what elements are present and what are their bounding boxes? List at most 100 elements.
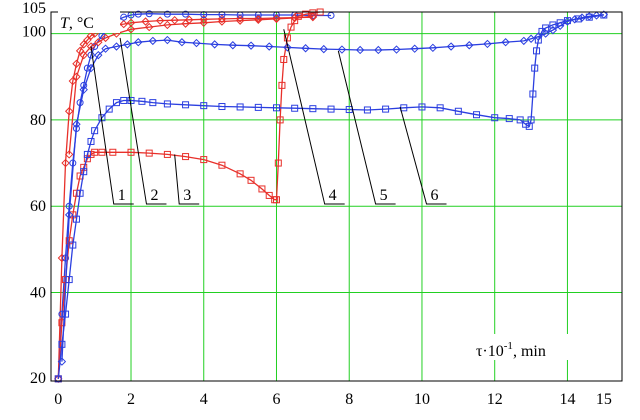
y-axis-label-var: T bbox=[60, 15, 70, 32]
data-point bbox=[501, 38, 510, 47]
y-tick-label: 100 bbox=[22, 24, 46, 41]
data-point bbox=[235, 16, 245, 25]
data-point bbox=[574, 15, 582, 23]
data-point bbox=[112, 42, 121, 51]
data-point bbox=[556, 19, 564, 27]
leader-line bbox=[119, 37, 167, 205]
data-point bbox=[529, 90, 537, 98]
x-tick-label: 4 bbox=[200, 391, 208, 408]
data-point bbox=[54, 375, 62, 383]
data-point bbox=[57, 253, 67, 263]
leader-line bbox=[337, 50, 396, 205]
leader-line bbox=[399, 106, 447, 205]
x-tick-label: 10 bbox=[414, 391, 430, 408]
data-point bbox=[148, 36, 158, 46]
data-point bbox=[519, 36, 529, 46]
data-point bbox=[79, 40, 88, 49]
data-point bbox=[283, 34, 291, 42]
data-point bbox=[418, 103, 426, 111]
data-point bbox=[516, 116, 524, 124]
data-point bbox=[276, 116, 284, 124]
data-point bbox=[200, 156, 208, 164]
data-point bbox=[283, 43, 292, 52]
x-axis-label-bg bbox=[472, 334, 604, 360]
data-point bbox=[247, 176, 255, 184]
data-point bbox=[505, 115, 513, 123]
data-point bbox=[272, 14, 281, 24]
data-point bbox=[319, 44, 328, 54]
data-point bbox=[199, 18, 208, 27]
data-point bbox=[87, 51, 95, 59]
leader-line bbox=[283, 29, 345, 205]
y-tick-label: 20 bbox=[30, 370, 46, 387]
data-point bbox=[149, 99, 157, 107]
curve-number-label: 4 bbox=[329, 187, 337, 204]
data-point bbox=[355, 45, 365, 55]
data-point bbox=[72, 215, 80, 223]
data-point bbox=[163, 35, 172, 45]
data-point bbox=[428, 43, 438, 53]
data-point bbox=[533, 47, 541, 55]
curve-number-label: 3 bbox=[183, 187, 191, 204]
data-point bbox=[141, 17, 150, 26]
data-point bbox=[278, 81, 286, 89]
series-line bbox=[57, 13, 331, 379]
series-5 bbox=[57, 10, 609, 366]
data-point bbox=[145, 10, 153, 18]
data-point bbox=[65, 237, 73, 245]
x-tick-label: 2 bbox=[127, 391, 135, 408]
data-point bbox=[64, 150, 74, 159]
data-point bbox=[465, 41, 474, 50]
data-point bbox=[526, 34, 536, 43]
x-tick-label: 8 bbox=[345, 391, 353, 408]
data-point bbox=[87, 137, 95, 145]
data-point bbox=[72, 120, 81, 129]
y-axis-label-unit: , °C bbox=[69, 15, 94, 32]
data-point bbox=[134, 38, 143, 47]
data-point bbox=[94, 38, 103, 47]
y-axis-label-bg bbox=[58, 11, 120, 33]
data-point bbox=[109, 148, 117, 156]
data-point bbox=[68, 76, 78, 86]
series-3 bbox=[54, 8, 324, 383]
data-point bbox=[374, 45, 383, 55]
x-tick-label: 0 bbox=[54, 391, 62, 408]
data-point bbox=[65, 276, 73, 284]
curve-number-label: 5 bbox=[380, 187, 388, 204]
y-tick-label: 40 bbox=[30, 285, 46, 302]
data-point bbox=[555, 21, 565, 31]
data-point bbox=[236, 170, 244, 178]
data-point bbox=[69, 241, 77, 249]
data-point bbox=[145, 149, 153, 157]
data-point bbox=[246, 41, 256, 50]
data-point bbox=[94, 50, 103, 60]
data-point bbox=[541, 29, 550, 38]
data-point bbox=[228, 41, 238, 50]
data-point bbox=[254, 103, 262, 111]
data-point bbox=[274, 159, 282, 167]
data-point bbox=[120, 13, 128, 21]
data-point bbox=[91, 127, 99, 135]
data-point bbox=[527, 116, 535, 124]
data-point bbox=[218, 161, 226, 169]
series-4 bbox=[64, 12, 318, 159]
grid bbox=[51, 12, 622, 381]
series-line bbox=[57, 14, 604, 379]
data-point bbox=[101, 44, 110, 53]
data-point bbox=[64, 107, 74, 116]
data-point bbox=[454, 107, 462, 115]
data-point bbox=[182, 10, 190, 18]
x-tick-label: 6 bbox=[272, 391, 280, 408]
data-point bbox=[217, 17, 227, 26]
x-axis-label-base: τ·10 bbox=[476, 343, 504, 360]
data-point bbox=[79, 50, 88, 60]
data-point bbox=[309, 105, 317, 113]
data-point bbox=[163, 20, 172, 30]
data-point bbox=[337, 45, 347, 54]
data-point bbox=[119, 19, 128, 29]
data-point bbox=[182, 153, 190, 161]
leader-line bbox=[174, 154, 200, 205]
data-point bbox=[531, 64, 539, 72]
